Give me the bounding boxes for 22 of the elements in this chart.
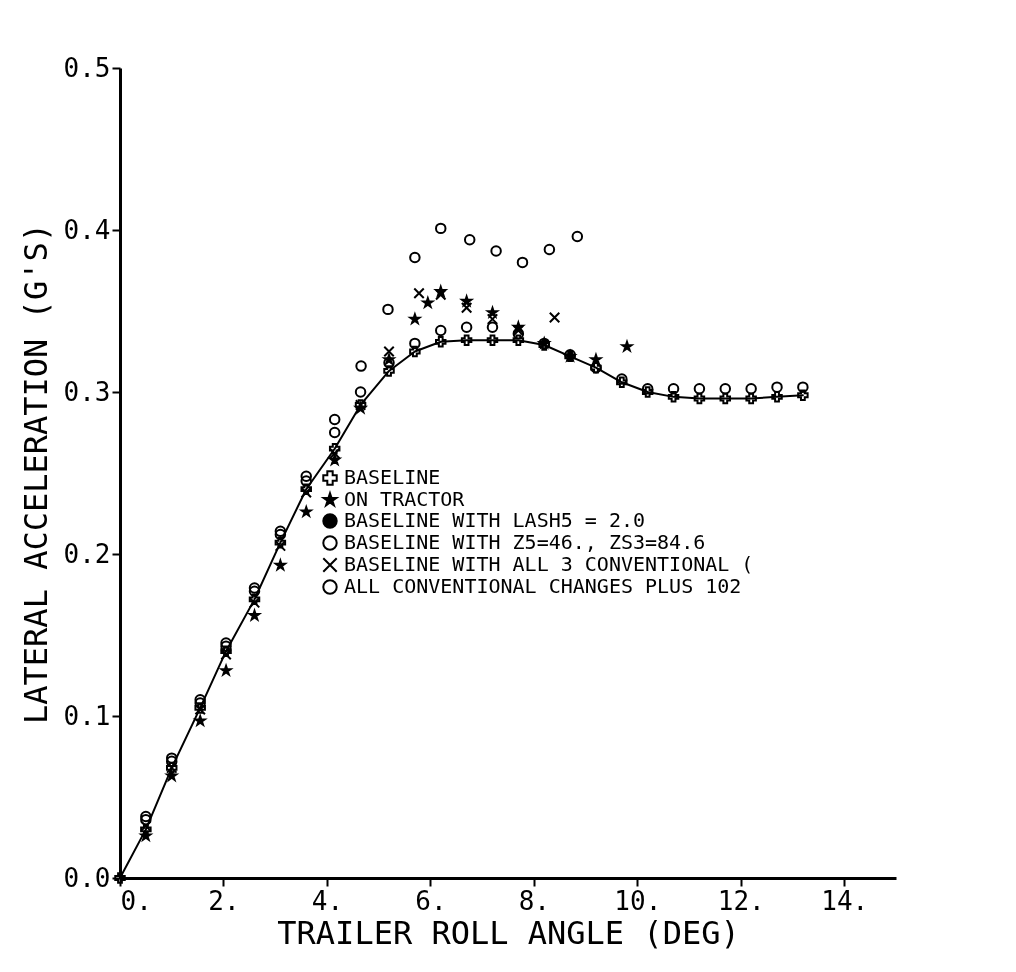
legend-label: BASELINE [344, 465, 441, 489]
legend-label: BASELINE WITH LASH5 = 2.0 [344, 508, 646, 532]
x-tick-label: 6. [415, 885, 447, 916]
x-axis-title: TRAILER ROLL ANGLE (DEG) [277, 913, 740, 952]
y-tick-label: 0.1 [63, 700, 111, 731]
x-tick-label: 12. [717, 885, 765, 916]
legend-label: ALL CONVENTIONAL CHANGES PLUS 102 [344, 574, 742, 598]
x-tick-label: 14. [821, 885, 869, 916]
legend-label: BASELINE WITH Z5=46., ZS3=84.6 [344, 530, 706, 554]
x-tick-label: 0. [120, 885, 152, 916]
x-tick-label: 4. [311, 885, 344, 916]
y-tick-label: 0.0 [63, 862, 111, 893]
y-tick-label: 0.5 [63, 52, 111, 83]
legend-label: BASELINE WITH ALL 3 CONVENTIONAL ( [344, 552, 754, 576]
y-tick-label: 0.4 [63, 214, 111, 245]
y-tick-label: 0.3 [63, 376, 111, 407]
y-axis-title: LATERAL ACCELERATION (G'S) [16, 223, 55, 724]
legend-label: ON TRACTOR [344, 487, 466, 511]
x-tick-label: 2. [208, 885, 240, 916]
x-tick-label: 8. [518, 885, 551, 916]
y-tick-label: 0.2 [63, 538, 111, 569]
x-tick-label: 10. [614, 885, 662, 916]
